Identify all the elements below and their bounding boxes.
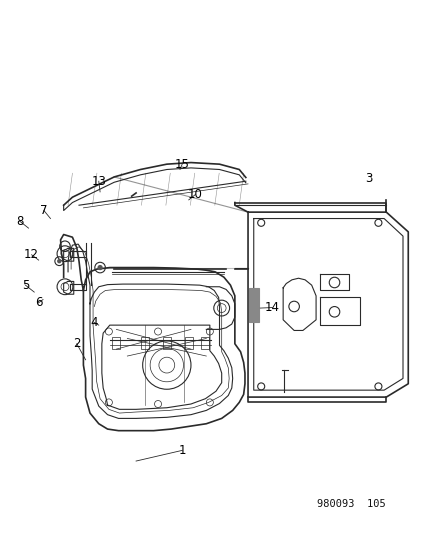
Text: 8: 8 bbox=[16, 215, 23, 228]
Text: 980093  105: 980093 105 bbox=[316, 499, 385, 508]
Bar bbox=[249, 288, 258, 322]
Circle shape bbox=[97, 265, 102, 270]
Text: 6: 6 bbox=[35, 296, 42, 309]
Bar bbox=[141, 337, 148, 349]
Text: 3: 3 bbox=[364, 172, 371, 185]
Text: 2: 2 bbox=[73, 337, 81, 350]
Text: 13: 13 bbox=[91, 175, 106, 188]
Text: 5: 5 bbox=[22, 279, 29, 292]
Text: 14: 14 bbox=[264, 301, 279, 314]
Bar bbox=[162, 337, 170, 349]
Bar bbox=[201, 337, 209, 349]
Text: 10: 10 bbox=[187, 188, 202, 201]
Text: 1: 1 bbox=[178, 444, 186, 457]
Text: 4: 4 bbox=[90, 316, 98, 329]
Circle shape bbox=[57, 259, 61, 263]
Text: 15: 15 bbox=[174, 158, 189, 171]
Text: 7: 7 bbox=[40, 204, 48, 217]
Text: 12: 12 bbox=[24, 248, 39, 261]
Bar bbox=[112, 337, 120, 349]
Bar bbox=[184, 337, 192, 349]
